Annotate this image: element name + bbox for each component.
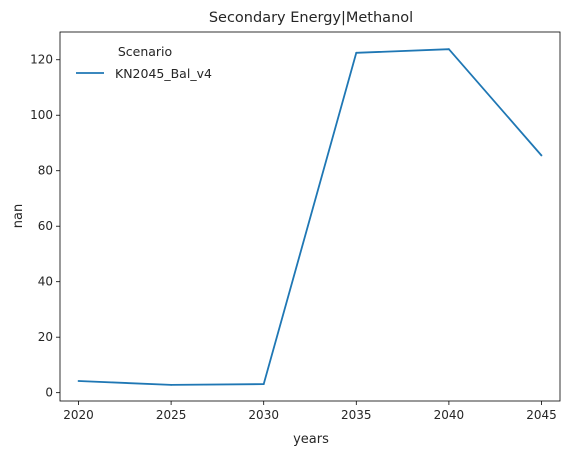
y-axis-label: nan — [11, 204, 26, 228]
x-tick-label: 2025 — [156, 408, 187, 422]
y-tick-label: 60 — [38, 219, 53, 233]
chart-title: Secondary Energy|Methanol — [209, 10, 413, 26]
y-tick-label: 80 — [38, 164, 53, 178]
series-point — [77, 380, 80, 382]
series-point — [262, 383, 265, 385]
y-tick-label: 100 — [30, 108, 53, 122]
legend-title: Scenario — [118, 44, 172, 59]
series-point — [447, 48, 450, 51]
x-tick-label: 2030 — [248, 408, 279, 422]
x-axis: 2020 2025 2030 2035 2040 2045 — [63, 401, 557, 422]
x-tick-label: 2035 — [341, 408, 372, 422]
series-point — [540, 154, 543, 157]
x-tick-label: 2040 — [434, 408, 465, 422]
x-axis-label: years — [293, 432, 329, 447]
legend-entry-label: KN2045_Bal_v4 — [115, 66, 212, 81]
x-tick-label: 2020 — [63, 408, 94, 422]
series-line-0 — [78, 48, 543, 386]
y-tick-label: 0 — [45, 386, 53, 400]
x-tick-label: 2045 — [526, 408, 557, 422]
y-tick-label: 40 — [38, 275, 53, 289]
plot-area — [59, 31, 561, 402]
y-axis: 0 20 40 60 80 100 120 — [30, 53, 60, 400]
series-point — [170, 384, 173, 386]
y-tick-label: 120 — [30, 53, 53, 67]
y-tick-label: 20 — [38, 330, 53, 344]
series-group — [77, 48, 543, 386]
series-point — [355, 51, 358, 54]
legend: Scenario KN2045_Bal_v4 — [76, 44, 212, 81]
